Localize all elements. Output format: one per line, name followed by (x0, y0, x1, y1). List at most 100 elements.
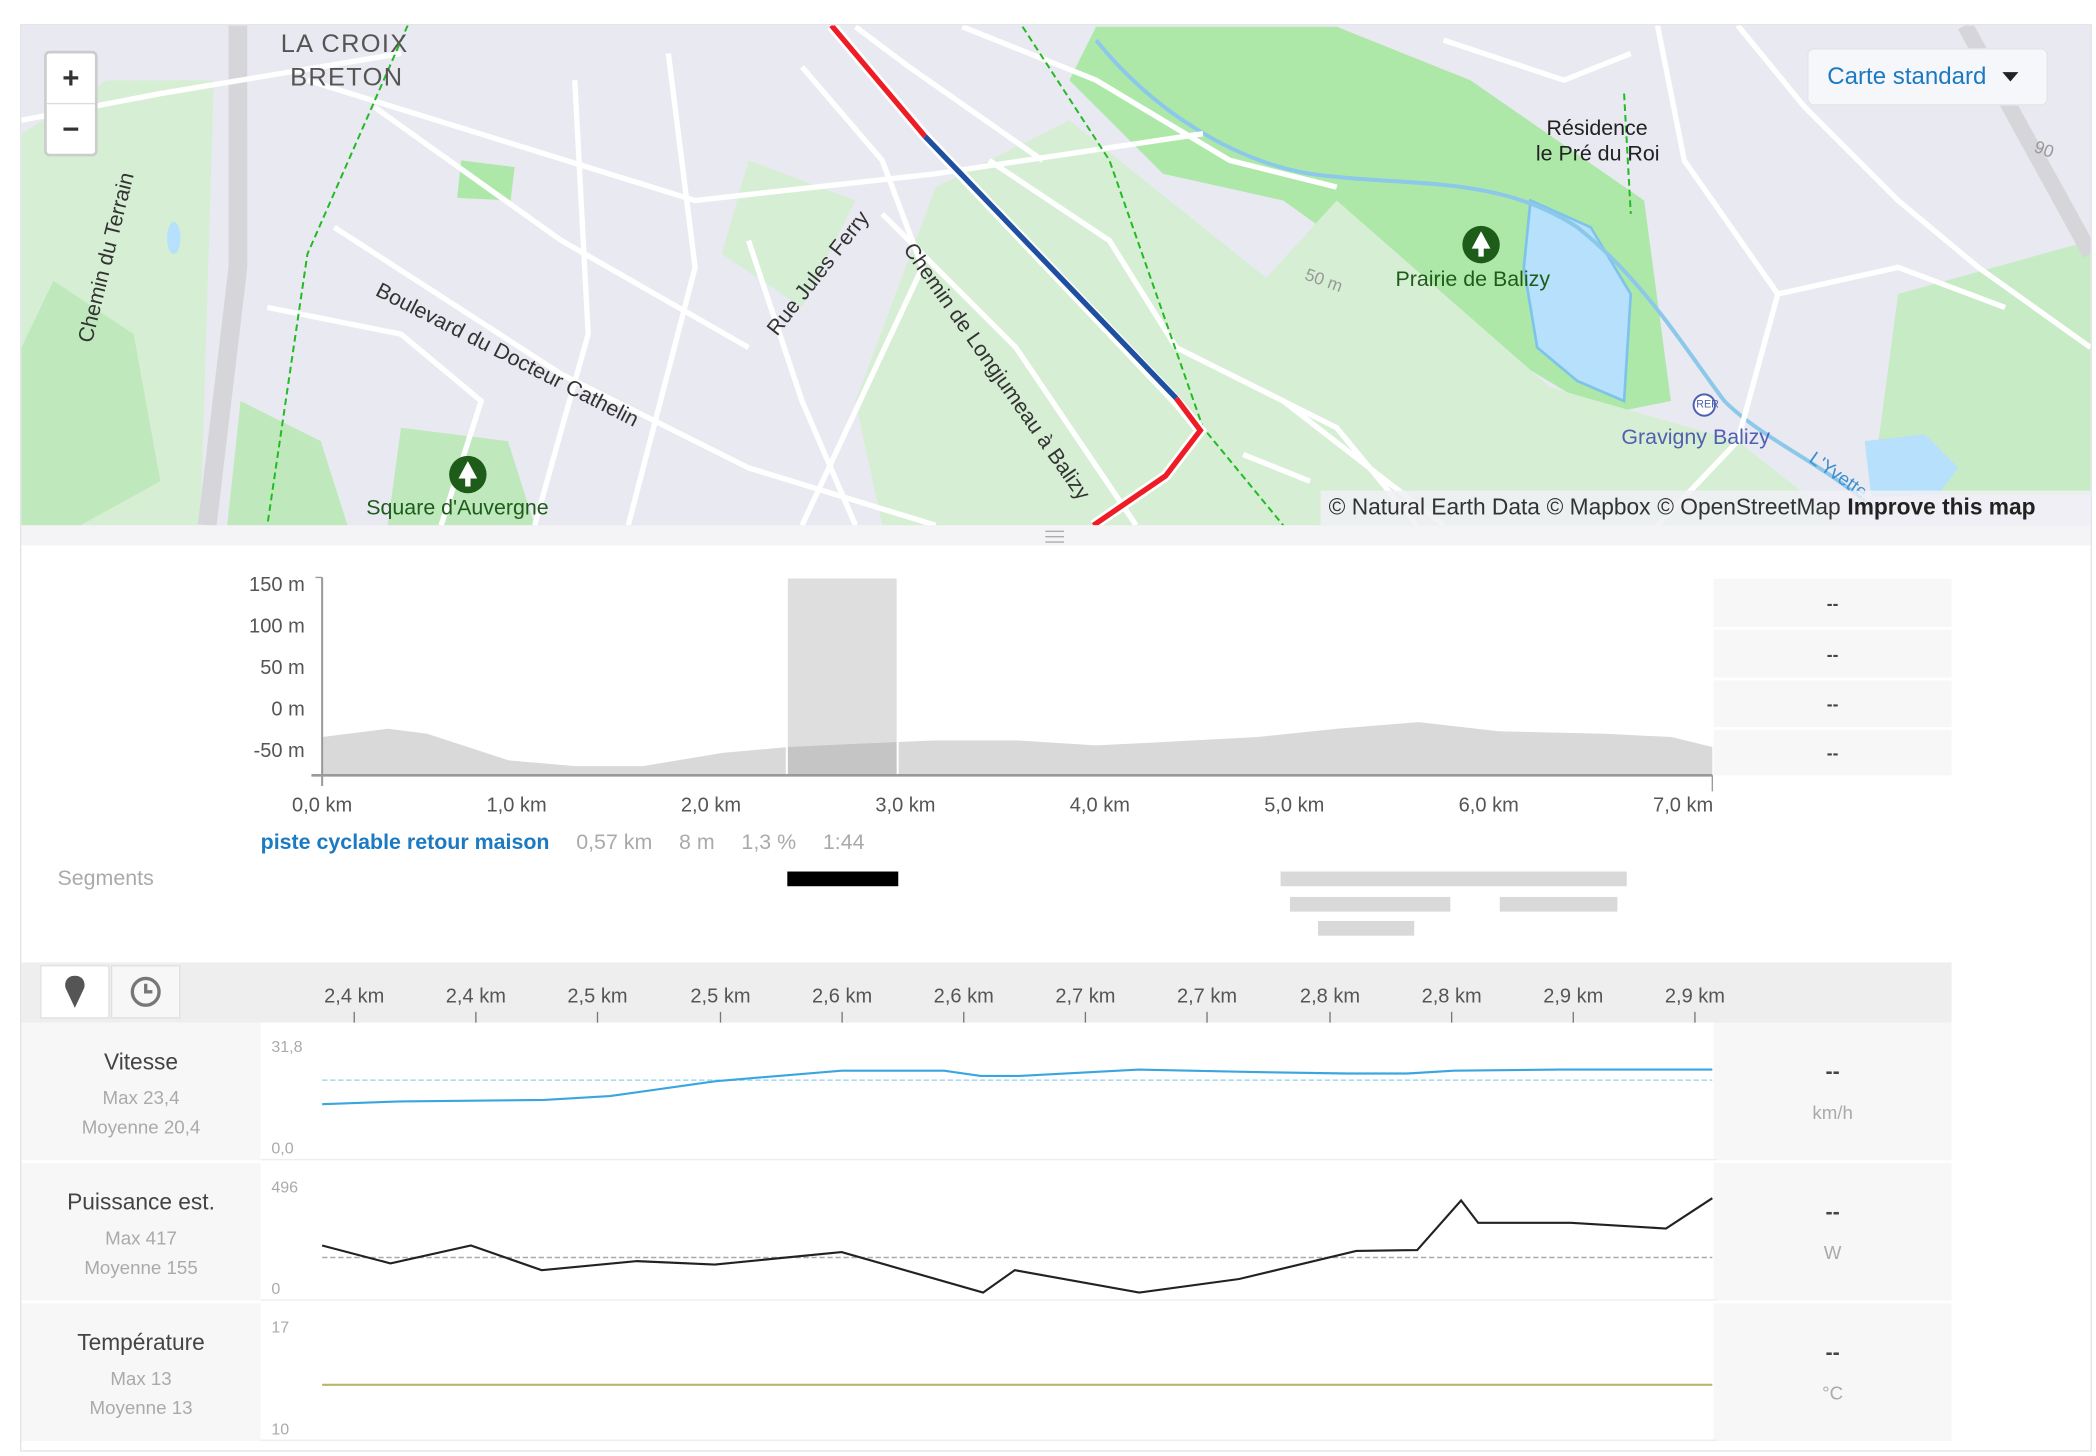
distance-view-button[interactable] (40, 965, 110, 1019)
x-tick-label: 4,0 km (1070, 794, 1130, 816)
map-attribution: © Natural Earth Data © Mapbox © OpenStre… (1320, 490, 2091, 526)
y-max-label: 31,8 (271, 1038, 302, 1056)
map-style-label: Carte standard (1827, 62, 1987, 90)
detail-tick-label: 2,5 km (567, 986, 627, 1008)
attribution-link[interactable]: © Mapbox (1546, 494, 1651, 520)
metric-value: -- (1825, 1341, 1840, 1365)
map-canvas[interactable] (21, 25, 2091, 526)
x-tick-label: 0,0 km (292, 794, 352, 816)
x-tick-label: 2,0 km (681, 794, 741, 816)
metric-series-line (322, 1068, 1713, 1106)
detail-tick-label: 2,8 km (1422, 986, 1482, 1008)
zoom-out-button[interactable]: − (46, 102, 95, 154)
y-tick-label: 150 m (249, 574, 305, 596)
detail-tick-label: 2,4 km (446, 986, 506, 1008)
elevation-area (322, 722, 1713, 776)
detail-tick-label: 2,6 km (934, 986, 994, 1008)
metric-average: Moyenne 20,4 (81, 1116, 201, 1138)
map-label-rer: RER (1696, 398, 1719, 411)
map-style-dropdown[interactable]: Carte standard (1807, 48, 2048, 106)
resize-handle[interactable] (21, 525, 2091, 546)
y-tick-label: 100 m (249, 615, 305, 637)
detail-distance-axis: 2,4 km 2,4 km 2,5 km 2,5 km 2,6 km 2,6 km 2,7 … (324, 986, 1725, 1023)
y-tick-label: -50 m (254, 740, 305, 762)
segment-name-link[interactable]: piste cyclable retour maison (260, 831, 550, 855)
improve-map-link[interactable]: Improve this map (1847, 494, 2036, 520)
rer-station-icon (1692, 393, 1716, 417)
map-label-place: BRETON (290, 64, 404, 93)
segment-grade: 1,3 % (741, 831, 797, 855)
y-max-label: 17 (271, 1319, 289, 1337)
y-tick-label: 50 m (260, 657, 305, 679)
y-tick-label: 0 m (271, 698, 304, 720)
metric-title: Vitesse (103, 1049, 179, 1075)
metric-chart-0[interactable]: 31,8 0,0 (260, 1023, 1718, 1161)
route-segment-selected (923, 134, 1179, 401)
detail-tick-label: 2,5 km (690, 986, 750, 1008)
map-label-place: Résidence (1546, 117, 1648, 141)
metric-average: Moyenne 13 (89, 1396, 193, 1419)
detail-tick-label: 2,9 km (1665, 986, 1725, 1008)
segment-elevation: 8 m (679, 831, 715, 855)
elevation-stat: -- (1713, 578, 1952, 627)
metric-unit: W (1823, 1241, 1842, 1263)
attribution-link[interactable]: © OpenStreetMap (1657, 494, 1841, 520)
metric-current-1: -- W (1713, 1162, 1952, 1301)
y-min-label: 10 (271, 1420, 289, 1438)
segment-info: piste cyclable retour maison 0,57 km 8 m… (261, 831, 865, 855)
segment-bar-selected[interactable] (786, 871, 898, 887)
metric-title: Température (77, 1330, 205, 1356)
elevation-chart[interactable]: 150 m 100 m 50 m 0 m -50 m 0,0 km 1,0 km 2,0 km… (0, 561, 1724, 822)
metric-max: Max 13 (110, 1367, 172, 1389)
map-label-station: Gravigny Balizy (1621, 426, 1770, 450)
segment-bar[interactable] (1317, 920, 1415, 936)
detail-tick-label: 2,4 km (324, 986, 384, 1008)
metric-value: -- (1825, 1201, 1840, 1224)
x-tick-label: 3,0 km (875, 794, 935, 816)
map-pin-icon (65, 975, 85, 1008)
metric-value: -- (1825, 1060, 1840, 1084)
metric-current-2: -- °C (1713, 1303, 1952, 1441)
elevation-stat: -- (1713, 629, 1952, 678)
elevation-stat: -- (1713, 729, 1952, 776)
segment-bar[interactable] (1290, 896, 1450, 912)
segment-bar[interactable] (1500, 896, 1618, 912)
route-segment-red (1091, 396, 1204, 526)
route-segment-red (829, 25, 928, 139)
y-max-label: 496 (271, 1178, 298, 1196)
metric-current-0: -- km/h (1713, 1022, 1952, 1161)
metric-average: Moyenne 155 (84, 1256, 198, 1278)
x-tick-label: 7,0 km (1653, 794, 1713, 816)
metric-label-1: Puissance est. Max 417 Moyenne 155 (21, 1162, 261, 1301)
metric-series-line (321, 1197, 1713, 1294)
segments-label: Segments (57, 867, 154, 891)
segment-bar[interactable] (1280, 871, 1627, 887)
zoom-in-button[interactable]: + (62, 60, 80, 95)
caret-down-icon (2002, 72, 2019, 82)
detail-tick-label: 2,7 km (1177, 986, 1237, 1008)
detail-tick-label: 2,9 km (1543, 986, 1603, 1008)
map-label-park: Square d'Auvergne (366, 497, 549, 520)
selection-range[interactable] (785, 576, 899, 777)
attribution-link[interactable]: © Natural Earth Data (1328, 494, 1540, 520)
zoom-control: + − (44, 50, 98, 157)
map-label-place: le Pré du Roi (1535, 143, 1660, 166)
metric-max: Max 23,4 (102, 1086, 180, 1109)
x-tick-label: 5,0 km (1264, 794, 1324, 816)
metric-label-2: Température Max 13 Moyenne 13 (21, 1303, 261, 1441)
map-label-place: LA CROIX (280, 30, 409, 59)
metric-unit: °C (1822, 1381, 1844, 1403)
x-tick-label: 1,0 km (486, 794, 546, 816)
segment-time: 1:44 (822, 831, 865, 855)
elevation-stat: -- (1713, 680, 1952, 728)
page-frame (20, 24, 2092, 1452)
y-min-label: 0 (271, 1280, 280, 1298)
clock-icon (130, 976, 161, 1007)
drag-handle-icon (1045, 530, 1065, 543)
detail-tick-label: 2,8 km (1300, 986, 1360, 1008)
metric-chart-1[interactable]: 496 0 (260, 1163, 1718, 1301)
route-map[interactable]: LA CROIX BRETON Chemin du Terrain Boulev… (21, 25, 2091, 526)
time-view-button[interactable] (110, 965, 181, 1019)
detail-tick-label: 2,6 km (812, 986, 872, 1008)
